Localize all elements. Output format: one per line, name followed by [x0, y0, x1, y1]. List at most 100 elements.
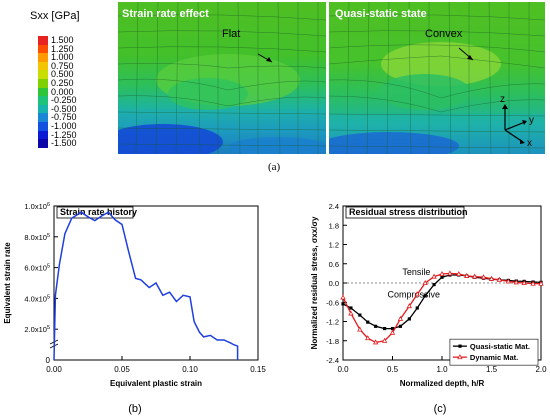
chart-title: Residual stress distribution — [349, 207, 468, 217]
legend-row: -1.250 — [38, 129, 118, 140]
legend-value: 0.750 — [51, 60, 74, 71]
x-tick-label: 0.15 — [250, 365, 266, 374]
y-tick-label: -0.6 — [326, 298, 339, 307]
fe-image-quasi-static: Quasi-static state Convex z y x — [329, 2, 545, 154]
convex-annotation: Convex — [425, 28, 463, 40]
legend-box — [449, 338, 539, 366]
legend-value: -0.250 — [51, 95, 77, 106]
legend-swatch — [38, 53, 48, 63]
caption-a: (a) — [268, 161, 281, 173]
residual-stress-chart: Residual stress distribution -2.4 -1.8 -1.2… — [310, 202, 547, 415]
legend-swatch — [38, 122, 48, 131]
strain-rate-chart: Strain rate history 0 2.0x105 4.0x105 6.0x10… — [3, 202, 266, 415]
legend-row: -1.500 — [38, 138, 118, 149]
caption-c: (c) — [434, 403, 447, 415]
data-point — [340, 294, 346, 300]
legend-swatch — [38, 79, 48, 88]
data-point — [456, 270, 462, 277]
x-tick-label: 0.5 — [387, 365, 399, 374]
legend-row: 0.750 — [38, 60, 118, 71]
legend-row: -1.000 — [38, 121, 118, 131]
data-point — [365, 335, 371, 341]
legend-row: -0.250 — [38, 95, 118, 106]
data-point — [521, 279, 527, 285]
y-tick-label: 1.2 — [329, 241, 339, 250]
legend-value: 1.500 — [51, 35, 74, 45]
data-point — [389, 329, 396, 335]
data-point — [422, 279, 428, 285]
data-point — [440, 275, 444, 279]
legend-swatch — [38, 61, 48, 71]
legend-label: Quasi-static Mat. — [470, 342, 530, 351]
data-point — [472, 273, 478, 279]
x-tick-label: 0.05 — [114, 365, 130, 374]
y-tick-label: 1.8 — [329, 221, 339, 230]
x-tick-label: 1.5 — [486, 365, 498, 374]
data-point — [366, 320, 370, 324]
legend-value: 0.000 — [51, 86, 74, 97]
y-tick-label: 2.0x105 — [24, 325, 50, 334]
legend-value: -1.000 — [51, 121, 77, 131]
data-point — [381, 337, 388, 343]
left-panel-title: Strain rate effect — [122, 8, 209, 20]
legend-value: 1.250 — [51, 43, 74, 54]
legend-row: 0.250 — [38, 78, 118, 88]
data-point — [398, 324, 403, 328]
data-point — [358, 313, 362, 317]
legend-value: 0.500 — [51, 69, 74, 80]
chart-title-box — [345, 206, 465, 219]
data-point — [513, 279, 519, 285]
y-tick-label: -1.2 — [326, 318, 339, 327]
y-tick-label: 8.0x105 — [24, 233, 50, 242]
legend-swatch — [38, 104, 48, 114]
legend-row: -0.500 — [38, 103, 118, 114]
compressive-annotation: Compressive — [388, 289, 441, 299]
legend-swatch — [38, 44, 48, 54]
right-panel-title: Quasi-static state — [335, 8, 427, 20]
data-point — [432, 283, 436, 287]
chart-title: Strain rate history — [60, 207, 137, 217]
legend-swatch — [38, 96, 48, 106]
legend-swatch — [38, 130, 48, 140]
legend-value: -0.500 — [51, 103, 77, 114]
legend-swatch — [38, 87, 48, 97]
legend-value: -1.250 — [51, 129, 77, 140]
data-point — [431, 273, 437, 279]
chart-title-box — [56, 206, 134, 219]
legend-row: 1.500 — [38, 35, 118, 45]
data-point — [505, 278, 511, 284]
legend-swatch — [38, 36, 48, 45]
x-tick-label: 0.10 — [182, 365, 198, 374]
y-tick-label: -2.4 — [326, 356, 339, 365]
series-line-1 — [342, 272, 541, 344]
data-point — [439, 270, 445, 277]
data-point — [538, 280, 544, 286]
y-tick-label: 0.0 — [329, 279, 339, 288]
x-axis-label: Equivalent plastic strain — [110, 379, 202, 388]
legend-label: Dynamic Mat. — [470, 353, 518, 362]
axis-label-x: x — [527, 138, 532, 149]
y-axis-label: Normalized residual stress, σxx/σy — [310, 216, 319, 349]
caption-b: (b) — [128, 403, 141, 415]
legend-marker — [458, 344, 462, 348]
legend-row: 1.000 — [38, 52, 118, 63]
data-point — [390, 326, 395, 331]
data-point — [415, 306, 419, 310]
y-tick-label: 1.0x106 — [24, 202, 50, 211]
y-tick-label: 6.0x105 — [24, 264, 50, 273]
tensile-annotation: Tensile — [402, 267, 430, 277]
legend-row: -0.750 — [38, 112, 118, 123]
stress-legend: Sxx [GPa] 1.500 1.250 1.000 0.750 0.500 0.250… — [10, 2, 116, 154]
data-point — [397, 315, 404, 321]
legend-value: 1.000 — [51, 52, 74, 63]
x-tick-label: 0.0 — [337, 365, 349, 374]
flat-annotation: Flat — [222, 28, 241, 40]
legend-value: -0.750 — [51, 112, 77, 123]
data-point — [488, 275, 495, 281]
data-point — [349, 306, 353, 310]
x-tick-label: 2.0 — [535, 365, 547, 374]
fe-image-strain-rate: Strain rate effect Flat — [118, 2, 326, 154]
y-axis-label: Equivalent strain rate — [3, 242, 12, 324]
data-point — [348, 310, 354, 316]
data-point — [423, 294, 427, 298]
